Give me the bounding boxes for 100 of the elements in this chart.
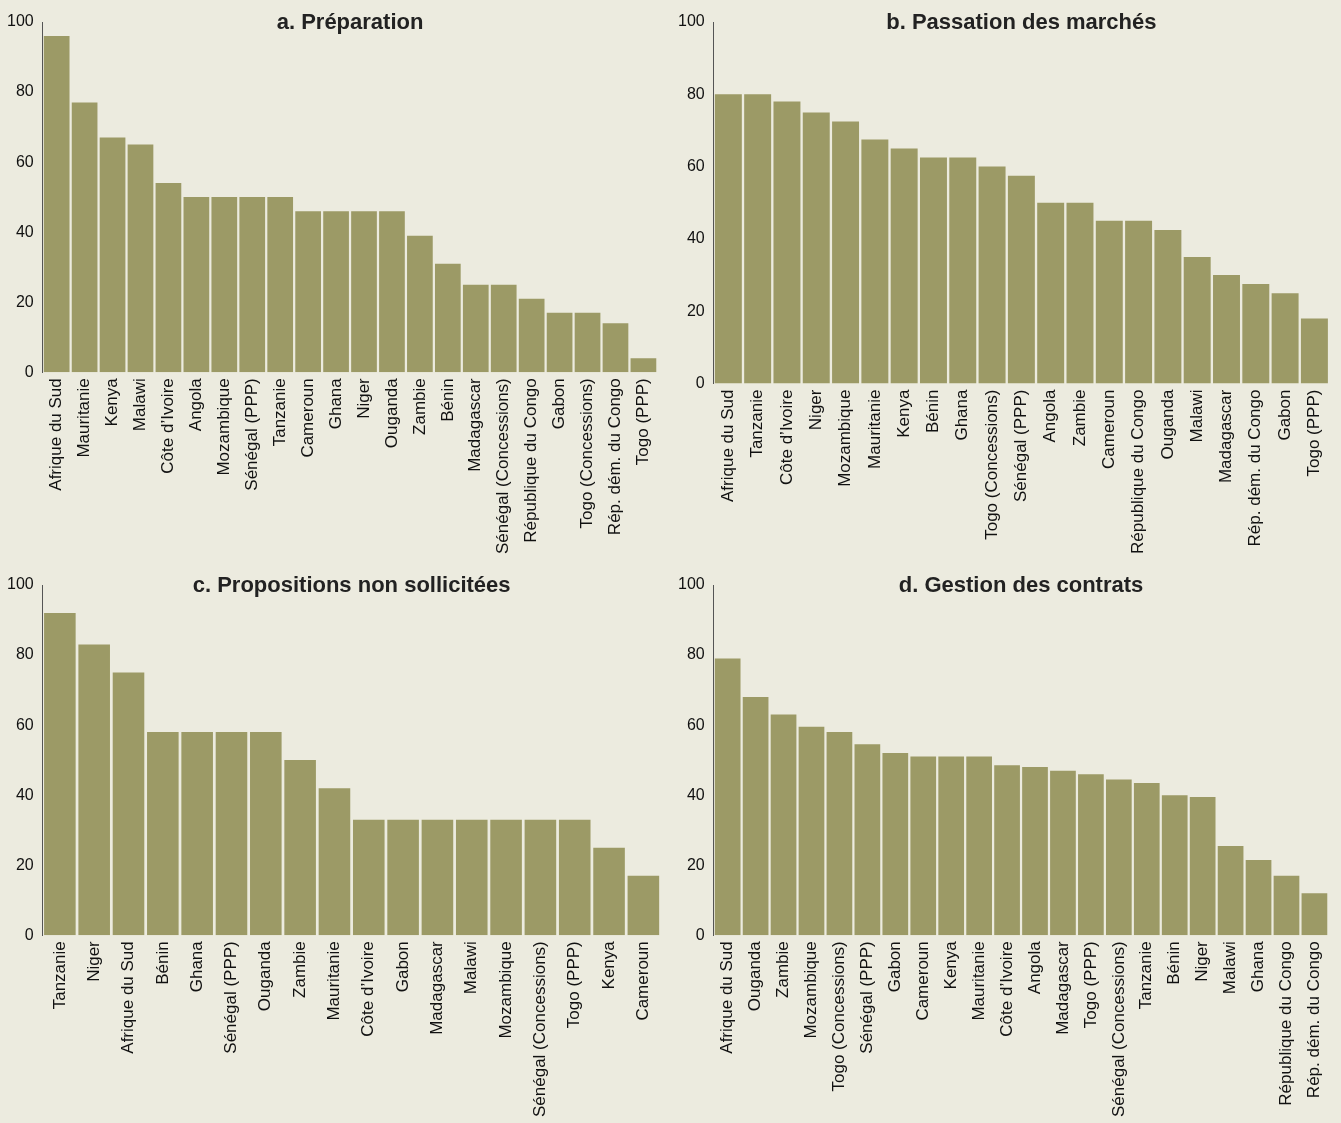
bar [1154,229,1182,384]
bar [524,819,557,936]
bar [267,197,294,373]
x-tick-label: Ouganda [381,377,401,449]
x-tick-label: Madagascar [465,377,485,472]
x-tick-label: Mozambique [214,378,233,476]
chart-title: b. Passation des marchés [886,9,1157,35]
bar [854,744,881,936]
x-tick-label: Cameroun [912,941,932,1021]
bar [773,101,801,384]
x-tick-label: Côte d’Ivoire [158,378,178,474]
x-tick-label: Tanzanie [269,378,289,447]
bar [966,756,992,936]
x-tick-label: Kenya [102,377,122,427]
x-tick-label: Togo (PPP) [564,941,584,1029]
x-tick-label: Zambie [289,941,309,998]
bar [1007,175,1035,384]
x-tick-label: Afrique du Sud [718,389,738,503]
bar [832,121,860,384]
bar [919,157,947,384]
bar [1242,284,1270,384]
x-tick-label: Côte d’Ivoire [776,389,796,485]
x-tick-label: Gabon [1274,389,1294,441]
y-tick-label: 100 [6,12,34,30]
bar [714,94,742,384]
x-tick-label: Zambie [773,941,793,998]
bar [1213,275,1240,384]
bar [1095,220,1123,384]
bar [574,312,601,373]
bar [127,144,154,373]
x-tick-label: Malawi [130,378,150,432]
x-tick-label: Kenya [598,940,618,990]
bar [1037,202,1065,384]
x-tick-label: Rép. dém. du Congo [1304,941,1324,1099]
bar [211,197,238,373]
bar [71,102,98,373]
bar [1189,796,1216,936]
y-tick-label: 40 [686,785,705,803]
x-tick-label: République du Congo [521,378,541,543]
x-tick-label: Cameroun [1098,389,1118,469]
x-tick-label: Bénin [437,378,457,422]
bar [630,358,657,373]
bar [181,732,213,936]
x-tick-label: Madagascar [427,940,447,1035]
x-tick-label: Bénin [152,941,172,985]
bar [462,284,489,373]
bar [318,788,351,936]
x-tick-label: Mozambique [835,389,855,487]
x-tick-label: République du Congo [1276,941,1296,1106]
y-tick-label: 60 [686,157,705,175]
x-tick-label: Ghana [1248,940,1268,993]
bar [44,613,76,936]
bar [1078,774,1104,936]
x-tick-label: Mozambique [495,941,515,1039]
bar [434,263,461,373]
bar [1105,779,1132,936]
bar [826,732,853,936]
x-tick-label: Niger [353,377,373,419]
x-tick-label: Madagascar [1216,389,1236,484]
x-tick-label: Gabon [885,941,904,993]
bar [882,753,909,936]
bar [1066,202,1094,384]
y-tick-label: 80 [15,82,34,100]
bar [890,148,918,384]
bar [78,644,110,936]
bar [1050,770,1076,936]
x-tick-label: Malawi [461,941,481,995]
x-tick-label: Cameroun [633,941,653,1021]
bar [770,714,797,936]
bar [407,235,433,373]
bar [558,819,591,936]
y-tick-label: 40 [15,785,34,803]
x-tick-label: Bénin [923,389,943,434]
bar [387,819,419,936]
y-tick-label: 20 [686,855,705,873]
x-tick-label: Niger [83,940,103,982]
x-tick-label: Sénégal (Concessions) [493,378,513,554]
y-tick-label: 0 [695,373,705,391]
x-tick-label: Mauritanie [324,941,344,1021]
x-tick-label: Mauritanie [864,389,884,469]
x-tick-label: Mauritanie [968,941,988,1021]
x-tick-label: Tanzanie [747,389,767,458]
x-tick-label: Zambie [409,378,429,435]
bar [490,284,517,373]
bar [250,732,282,936]
x-tick-label: Togo (PPP) [1080,941,1100,1029]
x-tick-label: Mauritanie [74,378,94,458]
x-tick-label: Afrique du Sud [46,378,66,491]
bar [861,139,889,384]
bar [295,211,321,373]
x-tick-label: Rép. dém. du Congo [1245,389,1265,547]
x-tick-label: Sénégal (PPP) [241,378,261,491]
x-tick-label: République du Congo [1128,389,1148,555]
x-tick-label: Ghana [325,377,345,430]
bar [379,211,405,373]
x-tick-label: Togo (Concessions) [829,941,849,1092]
x-tick-label: Ghana [186,940,206,993]
x-tick-label: Malawi [1220,941,1240,995]
bar [183,197,210,373]
bar [798,726,825,936]
